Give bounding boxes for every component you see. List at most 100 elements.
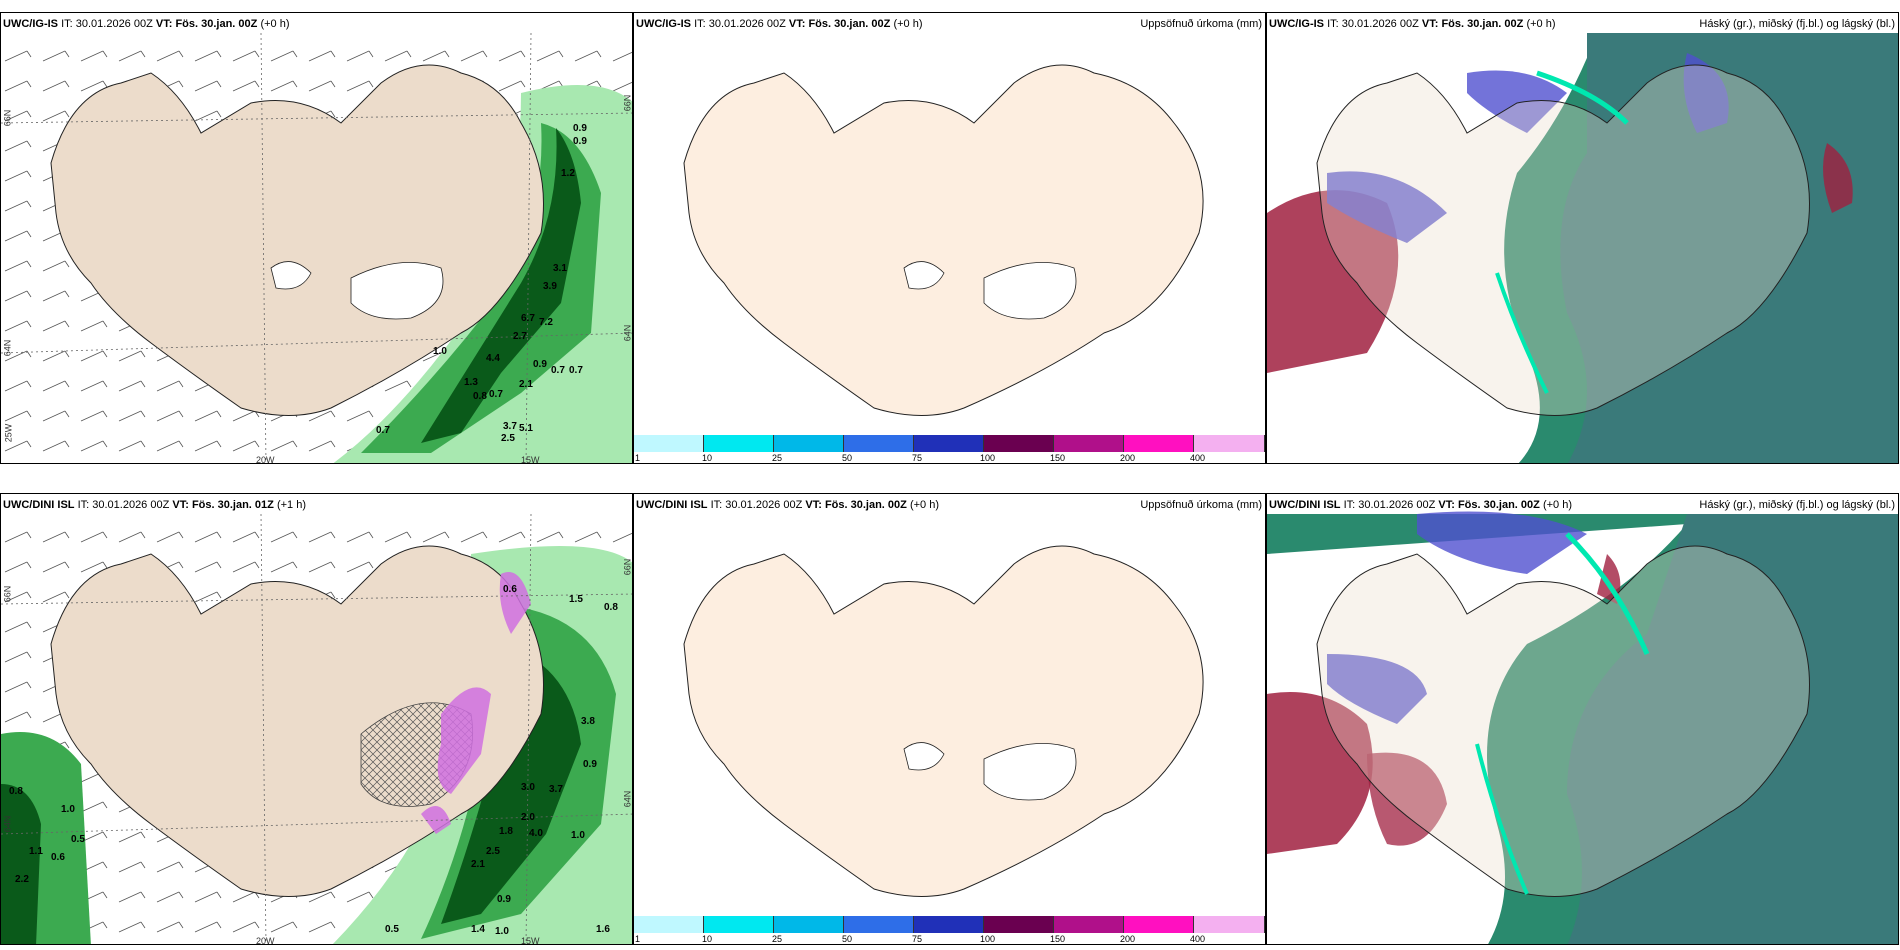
map-panel-clouds-igis: UWC/IG-IS IT: 30.01.2026 00Z VT: Fös. 30… bbox=[1266, 12, 1899, 464]
colorbar-tick: 75 bbox=[912, 934, 923, 944]
colorbar-swatch bbox=[1194, 435, 1265, 452]
accum-precip-map bbox=[683, 545, 1204, 897]
precip-label: 1.3 bbox=[464, 377, 478, 388]
colorbar: 1 10 25 50 75 100 150 200 400 bbox=[634, 916, 1265, 944]
cloud-cover-map bbox=[1267, 511, 1898, 944]
panel-title: Háský (gr.), miðský (fj.bl.) og lágský (… bbox=[1699, 18, 1895, 30]
precip-label: 1.0 bbox=[571, 830, 585, 841]
colorbar-swatch bbox=[1054, 916, 1124, 933]
precip-label: 1.4 bbox=[471, 924, 485, 935]
wind-precip-map bbox=[1, 32, 632, 463]
colorbar-tick: 200 bbox=[1120, 934, 1136, 944]
colorbar-swatch bbox=[984, 916, 1054, 933]
precip-label: 7.2 bbox=[539, 317, 553, 328]
panel-header: UWC/DINI ISL IT: 30.01.2026 00Z VT: Fös.… bbox=[3, 499, 306, 511]
map-panel-wind-precip-igis: UWC/IG-IS IT: 30.01.2026 00Z VT: Fös. 30… bbox=[0, 12, 633, 464]
accum-precip-map bbox=[683, 64, 1204, 416]
precip-label: 0.7 bbox=[551, 365, 565, 376]
longitude-label: 20W bbox=[256, 455, 275, 464]
latitude-label: 25W bbox=[3, 423, 14, 443]
precip-label: 4.0 bbox=[529, 828, 543, 839]
colorbar-swatch bbox=[774, 916, 844, 933]
panel-title: Uppsöfnuð úrkoma (mm) bbox=[1140, 499, 1262, 511]
precip-label: 2.5 bbox=[501, 433, 515, 444]
colorbar-swatch bbox=[914, 435, 984, 452]
colorbar-swatch bbox=[984, 435, 1054, 452]
precip-label: 0.9 bbox=[583, 759, 597, 770]
map-panel-accum-precip-igis: UWC/IG-IS IT: 30.01.2026 00Z VT: Fös. 30… bbox=[633, 12, 1266, 464]
precip-label: 5.1 bbox=[519, 423, 533, 434]
colorbar-tick: 25 bbox=[772, 934, 783, 944]
precip-label: 1.5 bbox=[569, 594, 583, 605]
precip-label: 2.1 bbox=[519, 379, 533, 390]
precip-label: 0.9 bbox=[533, 359, 547, 370]
panel-title: Háský (gr.), miðský (fj.bl.) og lágský (… bbox=[1699, 499, 1895, 511]
latitude-label: 64N bbox=[2, 339, 13, 357]
precip-label: 3.0 bbox=[521, 782, 535, 793]
colorbar-tick: 150 bbox=[1050, 934, 1066, 944]
panel-header: UWC/IG-IS IT: 30.01.2026 00Z VT: Fös. 30… bbox=[636, 18, 923, 30]
colorbar-tick: 100 bbox=[980, 934, 996, 944]
longitude-label: 15W bbox=[521, 455, 540, 464]
colorbar-swatch bbox=[1194, 916, 1265, 933]
wind-precip-map bbox=[1, 513, 632, 944]
precip-label: 2.0 bbox=[521, 812, 535, 823]
colorbar-tick: 75 bbox=[912, 453, 923, 463]
colorbar-swatch bbox=[1054, 435, 1124, 452]
colorbar-swatch bbox=[704, 435, 774, 452]
map-panel-accum-precip-dini: UWC/DINI ISL IT: 30.01.2026 00Z VT: Fös.… bbox=[633, 493, 1266, 945]
colorbar-tick: 400 bbox=[1190, 934, 1206, 944]
precip-label: 0.9 bbox=[573, 136, 587, 147]
colorbar-swatch bbox=[844, 916, 914, 933]
precip-label: 3.1 bbox=[553, 263, 567, 274]
colorbar-tick: 200 bbox=[1120, 453, 1136, 463]
precip-label: 0.8 bbox=[473, 391, 487, 402]
precip-label: 3.7 bbox=[503, 421, 517, 432]
precip-label: 0.5 bbox=[385, 924, 399, 935]
latitude-label: 64N bbox=[622, 324, 633, 342]
precip-label: 3.7 bbox=[549, 784, 563, 795]
panel-header: UWC/IG-IS IT: 30.01.2026 00Z VT: Fös. 30… bbox=[1269, 18, 1556, 30]
panel-header: UWC/DINI ISL IT: 30.01.2026 00Z VT: Fös.… bbox=[1269, 499, 1572, 511]
colorbar-tick: 25 bbox=[772, 453, 783, 463]
precip-label: 1.6 bbox=[596, 924, 610, 935]
precip-label: 0.9 bbox=[497, 894, 511, 905]
cloud-cover-map bbox=[1267, 33, 1898, 463]
map-panel-wind-precip-dini: UWC/DINI ISL IT: 30.01.2026 00Z VT: Fös.… bbox=[0, 493, 633, 945]
precip-label: 0.9 bbox=[573, 123, 587, 134]
map-panel-clouds-dini: UWC/DINI ISL IT: 30.01.2026 00Z VT: Fös.… bbox=[1266, 493, 1899, 945]
latitude-label: 66N bbox=[622, 94, 633, 112]
precip-label: 2.1 bbox=[471, 859, 485, 870]
latitude-label: 66N bbox=[2, 109, 13, 127]
panel-title: Uppsöfnuð úrkoma (mm) bbox=[1140, 18, 1262, 30]
colorbar-swatch bbox=[704, 916, 774, 933]
colorbar-swatch bbox=[774, 435, 844, 452]
precip-label: 0.6 bbox=[503, 584, 517, 595]
precip-label: 0.5 bbox=[71, 834, 85, 845]
panel-header: UWC/DINI ISL IT: 30.01.2026 00Z VT: Fös.… bbox=[636, 499, 939, 511]
precip-label: 0.8 bbox=[604, 602, 618, 613]
panel-header: UWC/IG-IS IT: 30.01.2026 00Z VT: Fös. 30… bbox=[3, 18, 290, 30]
precip-label: 0.8 bbox=[9, 786, 23, 797]
precip-label: 0.7 bbox=[489, 389, 503, 400]
precip-label: 0.7 bbox=[376, 425, 390, 436]
precip-label: 0.6 bbox=[51, 852, 65, 863]
colorbar: 1 10 25 50 75 100 150 200 400 bbox=[634, 435, 1265, 463]
precip-label: 1.1 bbox=[29, 846, 43, 857]
precip-label: 2.5 bbox=[486, 846, 500, 857]
colorbar-tick: 1 bbox=[635, 934, 641, 944]
precip-label: 1.8 bbox=[499, 826, 513, 837]
colorbar-swatch bbox=[634, 435, 704, 452]
precip-label: 1.0 bbox=[433, 346, 447, 357]
colorbar-tick: 400 bbox=[1190, 453, 1206, 463]
precip-label: 3.9 bbox=[543, 281, 557, 292]
precip-label: 3.8 bbox=[581, 716, 595, 727]
precip-label: 2.2 bbox=[15, 874, 29, 885]
colorbar-tick: 1 bbox=[635, 453, 641, 463]
latitude-label: 66N bbox=[622, 558, 633, 576]
precip-label: 2.7 bbox=[513, 331, 527, 342]
latitude-label: 64N bbox=[622, 790, 633, 808]
colorbar-tick: 50 bbox=[842, 453, 853, 463]
colorbar-tick: 50 bbox=[842, 934, 853, 944]
longitude-label: 20W bbox=[256, 936, 275, 945]
